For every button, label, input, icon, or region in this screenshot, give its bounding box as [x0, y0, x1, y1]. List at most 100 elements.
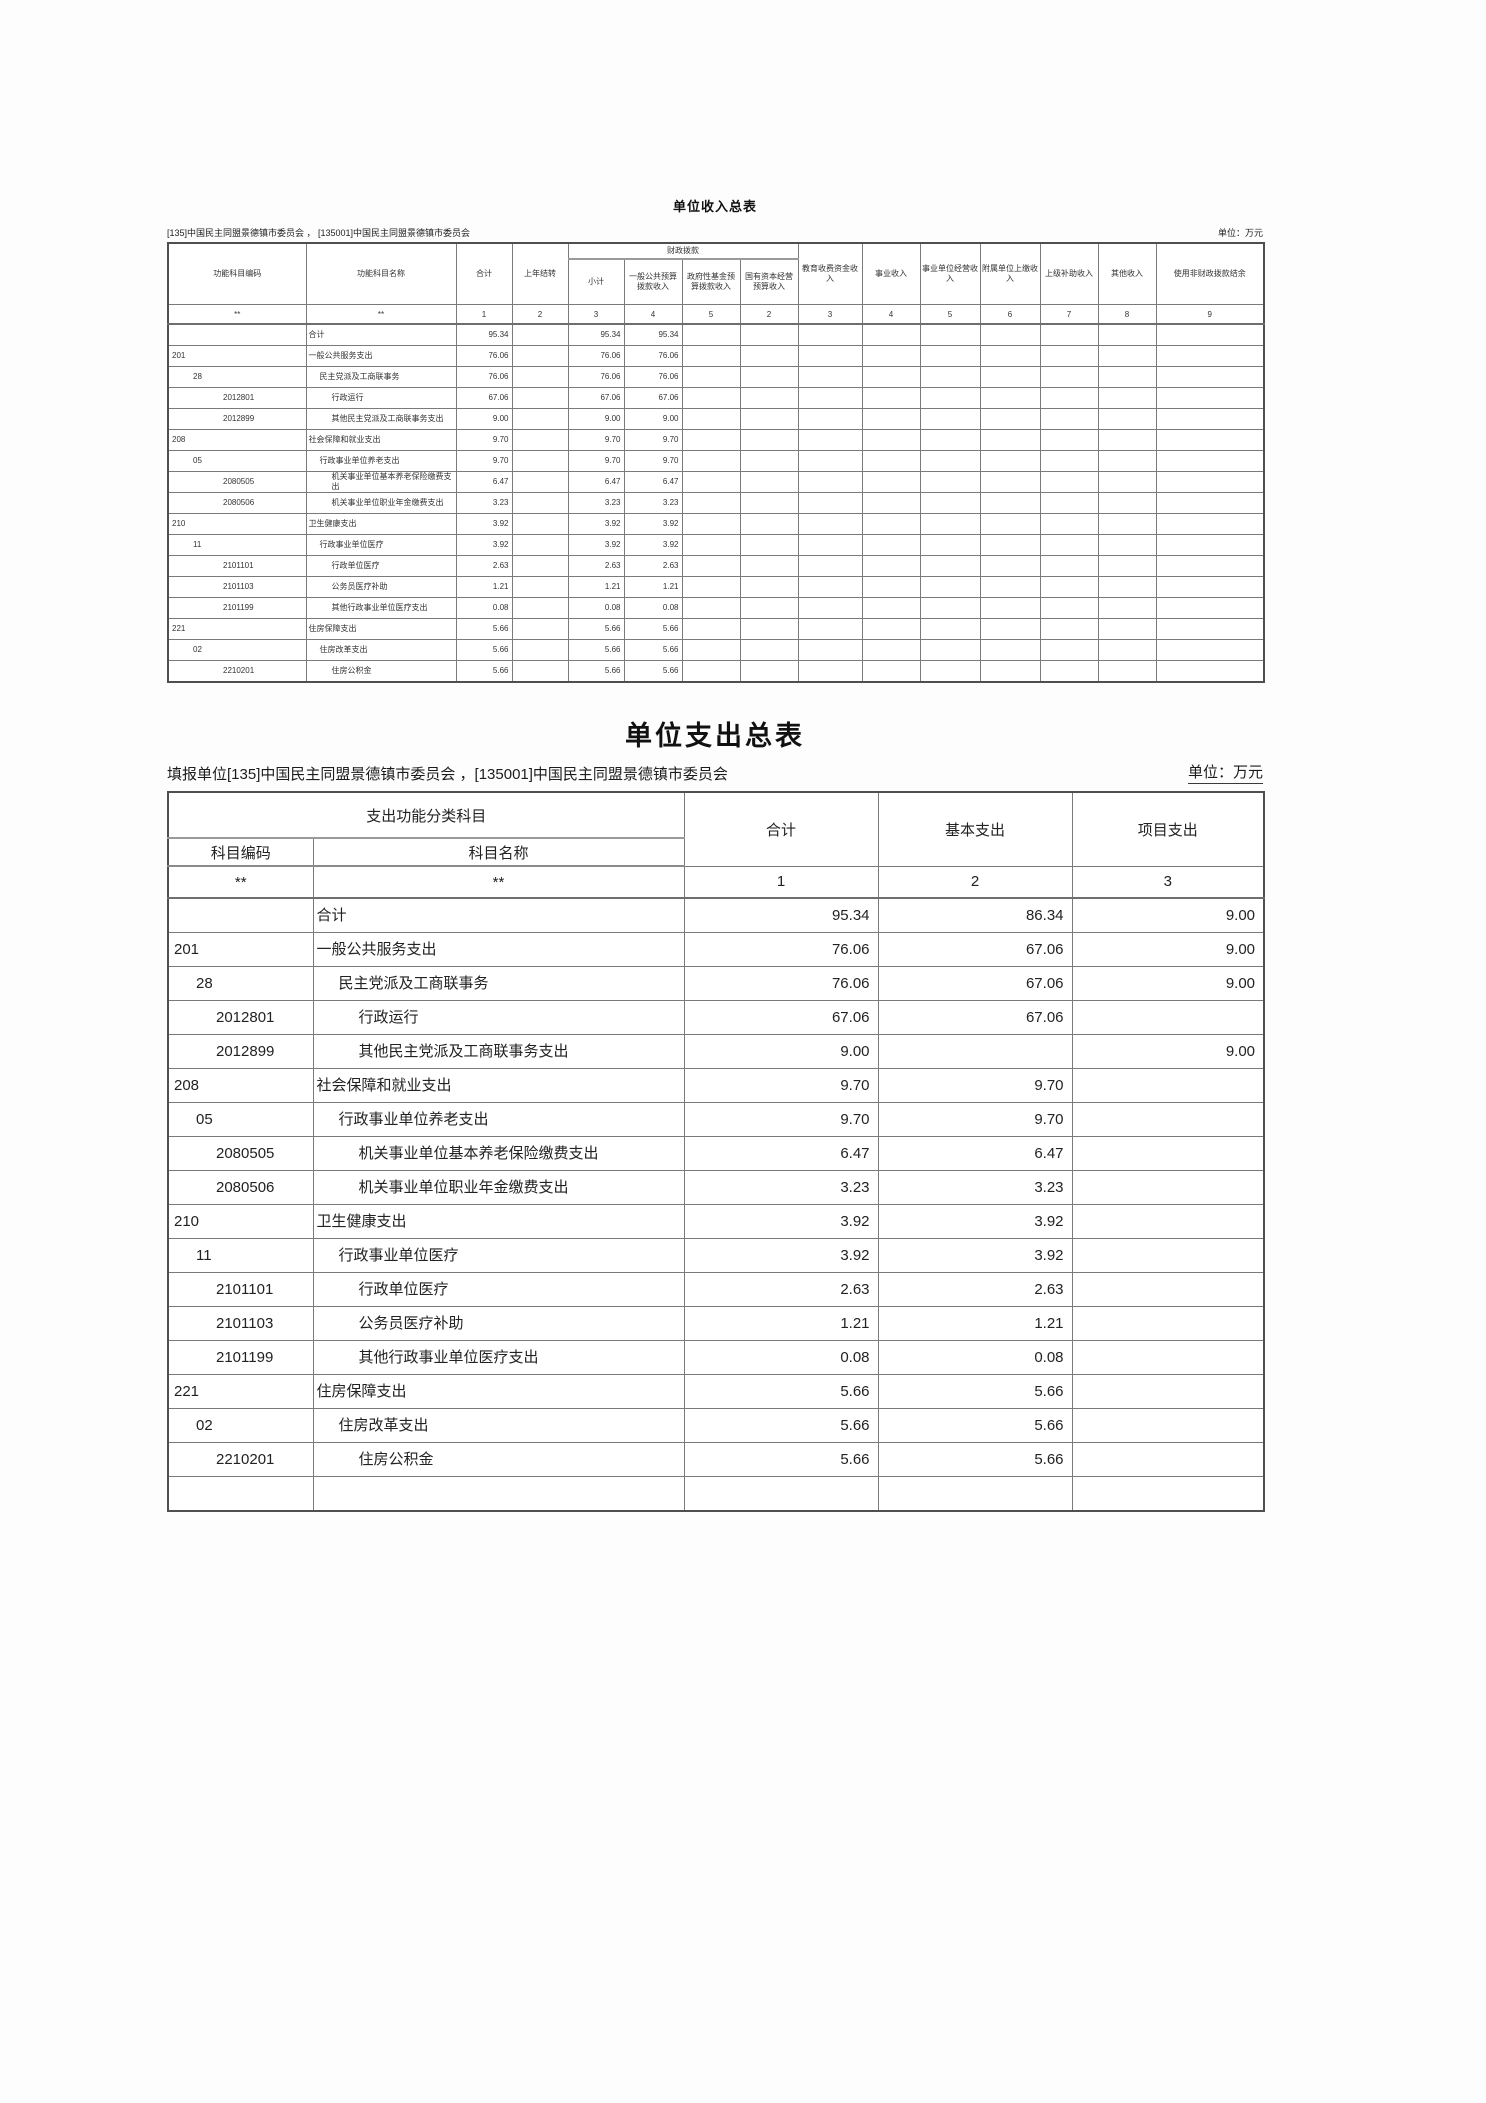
value-cell: 9.00 [1071, 897, 1265, 933]
value-cell [797, 429, 863, 451]
expense-table-title: 单位支出总表 [625, 721, 805, 751]
value-cell [919, 618, 981, 640]
value-cell [681, 450, 741, 472]
value-cell [739, 429, 799, 451]
value-cell: 2.63 [877, 1272, 1073, 1307]
value-cell: 5.66 [623, 660, 683, 683]
value-cell [681, 366, 741, 388]
value-cell [919, 366, 981, 388]
value-cell: 3.23 [877, 1170, 1073, 1205]
value-cell: 86.34 [877, 897, 1073, 933]
value-cell [681, 323, 741, 346]
expense-header-row-2: 科目编码 科目名称 [167, 837, 1264, 867]
subject-code-cell [167, 897, 314, 933]
value-cell [797, 323, 863, 346]
subject-code-cell: 210 [167, 1204, 314, 1239]
expense-subhead: 填报单位[135]中国民主同盟景德镇市委员会 ，[135001]中国民主同盟景德… [167, 761, 1263, 784]
table-row: 201 一般公共服务支出 76.06 76.06 76.06 [167, 345, 1265, 367]
col-header-fiscal-subtotal: 小计 [567, 258, 625, 305]
subject-name-cell: 行政单位医疗 [305, 555, 457, 577]
column-number: 3 [797, 304, 863, 325]
value-cell [797, 534, 863, 556]
table-row: 2012801 行政运行 67.06 67.06 [167, 1000, 1265, 1035]
table-row: 2080505 机关事业单位基本养老保险缴费支出 6.47 6.47 6.47 [167, 471, 1265, 493]
table-row: 2101101 行政单位医疗 2.63 2.63 [167, 1272, 1265, 1307]
value-cell [1071, 1170, 1265, 1205]
subject-code-cell: 2080505 [167, 471, 307, 493]
value-cell: 95.34 [455, 323, 513, 346]
table-row: 2080506 机关事业单位职业年金缴费支出 3.23 3.23 [167, 1170, 1265, 1205]
value-cell: 2.63 [683, 1272, 879, 1307]
value-cell [1155, 366, 1265, 388]
value-cell: 5.66 [455, 618, 513, 640]
subject-name-cell: 行政事业单位医疗 [312, 1238, 685, 1273]
value-cell: 3.92 [877, 1238, 1073, 1273]
table-row: 2012899 其他民主党派及工商联事务支出 9.00 9.00 9.00 [167, 408, 1265, 430]
value-cell [797, 408, 863, 430]
value-cell: 67.06 [455, 387, 513, 409]
table-row: 210 卫生健康支出 3.92 3.92 [167, 1204, 1265, 1239]
value-cell [739, 597, 799, 619]
value-cell [1097, 345, 1157, 367]
value-cell: 67.06 [623, 387, 683, 409]
value-cell [1097, 429, 1157, 451]
value-cell: 3.92 [683, 1238, 879, 1273]
value-cell [797, 345, 863, 367]
value-cell: 67.06 [877, 1000, 1073, 1035]
subject-name-cell: 其他民主党派及工商联事务支出 [312, 1034, 685, 1069]
value-cell [1097, 450, 1157, 472]
income-section: 单位收入总表 [135]中国民主同盟景德镇市委员会 ， [135001]中国民主… [167, 196, 1265, 683]
value-cell [681, 660, 741, 683]
value-cell [861, 429, 921, 451]
col-header-subject-code: 科目编码 [167, 837, 314, 867]
value-cell: 5.66 [877, 1442, 1073, 1477]
value-cell [1155, 576, 1265, 598]
value-cell [681, 618, 741, 640]
value-cell: 9.70 [877, 1102, 1073, 1137]
value-cell: 67.06 [877, 966, 1073, 1001]
value-cell [511, 450, 569, 472]
column-number: 6 [979, 304, 1041, 325]
value-cell: 76.06 [567, 366, 625, 388]
column-number: 3 [1071, 865, 1265, 899]
table-row: 合计 95.34 95.34 95.34 [167, 323, 1265, 346]
column-number: 3 [567, 304, 625, 325]
value-cell [739, 639, 799, 661]
value-cell [1155, 513, 1265, 535]
subject-name-cell: 住房公积金 [305, 660, 457, 683]
value-cell [511, 639, 569, 661]
subject-code-cell: 02 [167, 639, 307, 661]
value-cell [919, 513, 981, 535]
value-cell [511, 323, 569, 346]
subject-code-cell: 201 [167, 345, 307, 367]
column-number: ** [167, 304, 307, 325]
value-cell: 0.08 [683, 1340, 879, 1375]
value-cell [1039, 408, 1099, 430]
col-header-other-income: 其他收入 [1097, 242, 1157, 305]
value-cell [797, 513, 863, 535]
table-row: 2210201 住房公积金 5.66 5.66 5.66 [167, 660, 1265, 683]
column-number: 9 [1155, 304, 1265, 325]
value-cell [1097, 618, 1157, 640]
value-cell [681, 492, 741, 514]
col-header-subject-name: 科目名称 [312, 837, 685, 867]
value-cell [1097, 366, 1157, 388]
value-cell [739, 366, 799, 388]
subject-code-cell: 2101103 [167, 576, 307, 598]
subject-code-cell [167, 323, 307, 346]
value-cell: 0.08 [877, 1340, 1073, 1375]
subject-code-cell: 201 [167, 932, 314, 967]
column-number: 2 [511, 304, 569, 325]
col-header-non-fiscal-balance-used: 使用非财政拨款结余 [1155, 242, 1265, 305]
value-cell: 9.00 [623, 408, 683, 430]
value-cell [1097, 660, 1157, 683]
value-cell [1097, 639, 1157, 661]
value-cell [739, 534, 799, 556]
value-cell [877, 1034, 1073, 1069]
table-row: 2210201 住房公积金 5.66 5.66 [167, 1442, 1265, 1477]
subject-name-cell: 机关事业单位职业年金缴费支出 [305, 492, 457, 514]
value-cell: 3.92 [567, 534, 625, 556]
subject-name-cell: 机关事业单位基本养老保险缴费支出 [305, 471, 457, 493]
col-header-basic-expense: 基本支出 [877, 791, 1073, 867]
value-cell [1097, 471, 1157, 493]
